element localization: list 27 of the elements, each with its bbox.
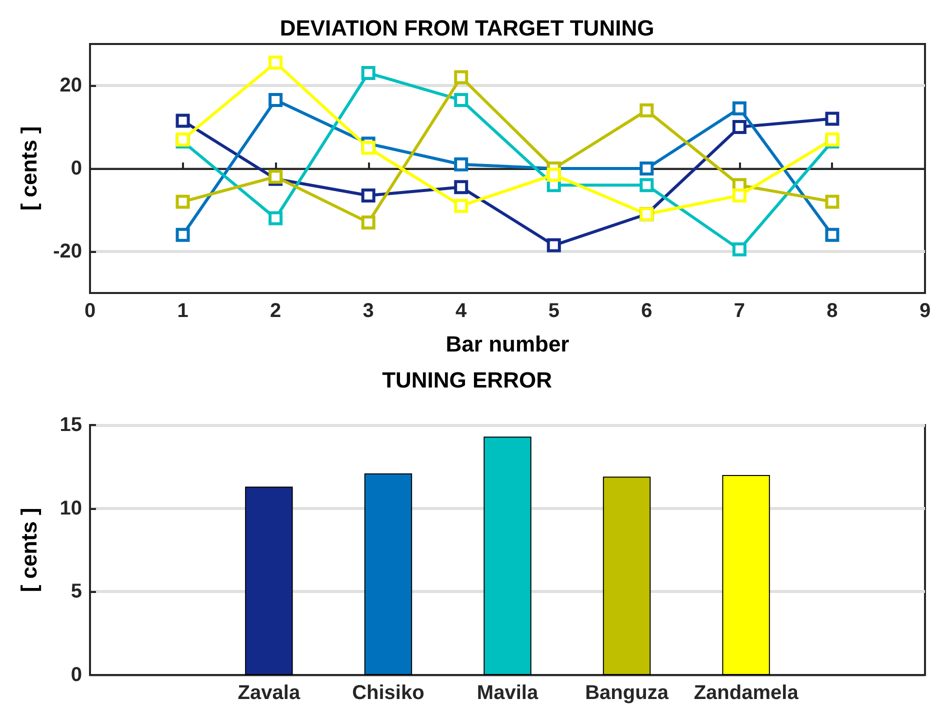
chart-title: TUNING ERROR bbox=[382, 368, 552, 392]
x-tick-label: 3 bbox=[362, 300, 374, 322]
x-tick-label: 9 bbox=[919, 300, 931, 322]
x-tick-label: 7 bbox=[734, 300, 746, 322]
chart-title: DEVIATION FROM TARGET TUNING bbox=[280, 16, 654, 40]
x-tick-label: Chisiko bbox=[352, 682, 424, 704]
x-tick-label: 0 bbox=[84, 300, 96, 322]
y-axis-title: [ cents ] bbox=[16, 126, 42, 211]
x-tick-label: 8 bbox=[826, 300, 838, 322]
y-tick-label: 5 bbox=[70, 580, 82, 603]
y-tick-label: 15 bbox=[60, 414, 82, 436]
x-tick-label: 6 bbox=[641, 300, 652, 322]
x-tick-label: 2 bbox=[270, 300, 282, 322]
y-tick-label: 0 bbox=[70, 664, 82, 686]
x-tick-label: Zandamela bbox=[694, 682, 800, 704]
y-tick-label: 0 bbox=[70, 158, 82, 180]
x-tick-label: Zavala bbox=[238, 682, 301, 704]
y-tick-label: -20 bbox=[53, 240, 82, 262]
x-tick-label: 1 bbox=[177, 300, 188, 322]
x-tick-label: Mavila bbox=[476, 682, 539, 704]
x-tick-label: Banguza bbox=[585, 682, 670, 704]
y-axis-title: [ cents ] bbox=[16, 508, 42, 592]
x-tick-label: 5 bbox=[548, 300, 560, 322]
x-tick-label: 4 bbox=[456, 300, 468, 322]
y-tick-label: 10 bbox=[60, 497, 82, 520]
y-tick-label: 20 bbox=[60, 74, 82, 96]
x-axis-title: Bar number bbox=[446, 332, 570, 356]
